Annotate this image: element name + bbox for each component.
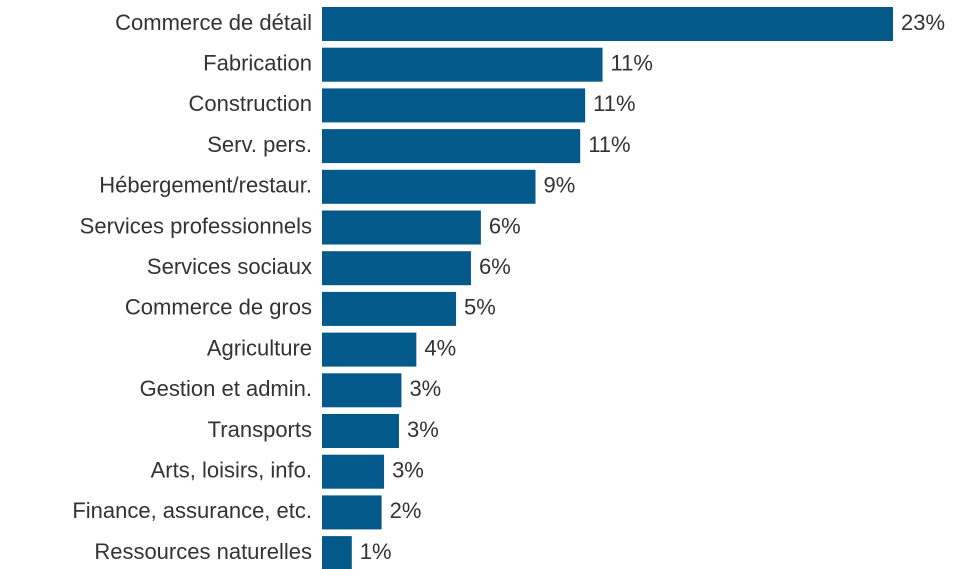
category-label: Services sociaux — [147, 254, 312, 279]
category-label: Ressources naturelles — [94, 539, 312, 564]
bar — [322, 251, 471, 286]
category-label: Services professionnels — [80, 213, 312, 238]
value-label: 23% — [901, 10, 945, 35]
bar — [322, 291, 457, 326]
value-label: 11% — [588, 132, 630, 157]
bar — [322, 88, 586, 123]
value-label: 3% — [392, 458, 424, 483]
value-label: 5% — [464, 295, 496, 320]
value-label: 2% — [390, 498, 422, 523]
category-label: Finance, assurance, etc. — [72, 498, 312, 523]
bar — [322, 169, 536, 204]
bar — [322, 129, 581, 164]
value-label: 1% — [360, 539, 392, 564]
value-label: 3% — [409, 376, 441, 401]
category-label: Transports — [208, 417, 312, 442]
value-label: 11% — [593, 91, 635, 116]
category-label: Gestion et admin. — [140, 376, 312, 401]
value-label: 6% — [479, 254, 511, 279]
bar — [322, 414, 399, 448]
value-label: 9% — [544, 173, 576, 198]
bar — [322, 47, 603, 82]
value-label: 3% — [407, 417, 439, 442]
category-label: Agriculture — [207, 335, 312, 360]
bar — [322, 332, 417, 367]
value-label: 4% — [424, 335, 456, 360]
bar — [322, 210, 481, 245]
value-label: 6% — [489, 213, 521, 238]
category-label: Arts, loisirs, info. — [151, 458, 312, 483]
bar — [322, 536, 352, 569]
bar — [322, 7, 893, 41]
category-label: Construction — [188, 91, 312, 116]
category-label: Fabrication — [203, 51, 312, 76]
value-label: 11% — [611, 51, 653, 76]
category-label: Serv. pers. — [207, 132, 312, 157]
category-label: Commerce de gros — [125, 295, 312, 320]
category-label: Commerce de détail — [115, 10, 312, 35]
bar — [322, 495, 382, 530]
bar — [322, 373, 402, 408]
category-label: Hébergement/restaur. — [99, 173, 312, 198]
bar — [322, 454, 385, 489]
